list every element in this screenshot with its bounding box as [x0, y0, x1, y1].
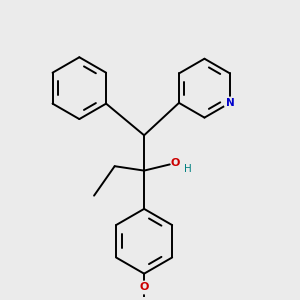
Text: O: O [140, 282, 149, 292]
Text: H: H [184, 164, 192, 174]
Text: O: O [170, 158, 180, 168]
Text: N: N [226, 98, 234, 108]
